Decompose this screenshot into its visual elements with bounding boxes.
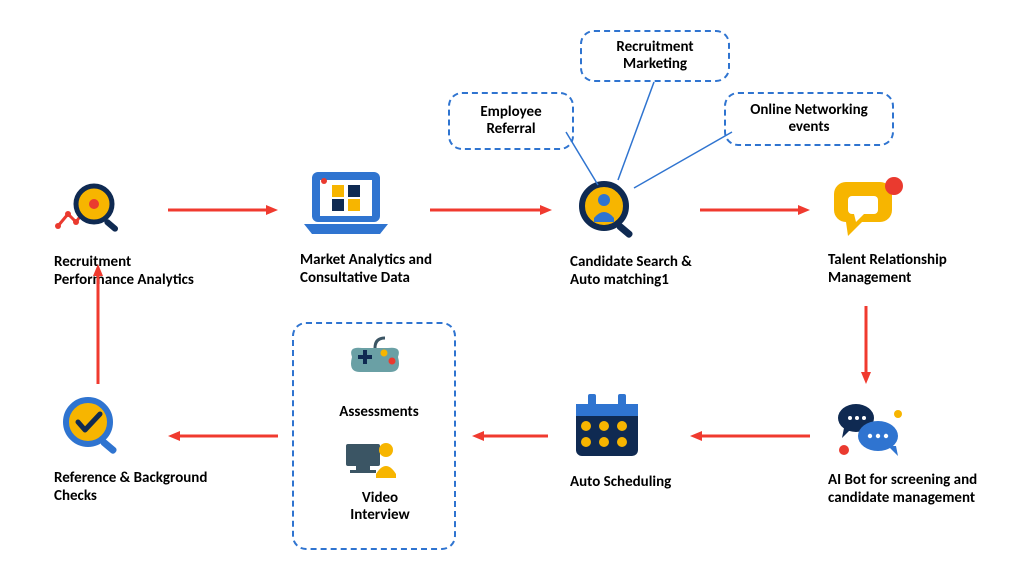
node-n8: Reference & Background Checks bbox=[54, 394, 207, 505]
callout-connector-2 bbox=[632, 130, 734, 190]
label-n1: Recruitment Performance Analytics bbox=[54, 253, 194, 289]
callout-c1: Employee Referral bbox=[448, 92, 574, 150]
node-n4: Talent Relationship Management bbox=[828, 174, 947, 287]
flow-arrow-1 bbox=[418, 198, 564, 222]
flow-arrow-2 bbox=[688, 198, 822, 222]
icon-n8 bbox=[54, 394, 126, 458]
assessments-label: Assessments bbox=[324, 404, 434, 421]
flow-arrow-4 bbox=[678, 424, 822, 448]
label-n5: AI Bot for screening and candidate manag… bbox=[828, 471, 977, 507]
node-n2: Market Analytics and Consultative Data bbox=[300, 168, 432, 287]
flow-arrow-7 bbox=[86, 252, 110, 396]
node-n3: Candidate Search & Auto matching1 bbox=[570, 178, 692, 289]
label-n2: Market Analytics and Consultative Data bbox=[300, 251, 432, 287]
gamepad-icon bbox=[342, 336, 408, 378]
label-n3: Candidate Search & Auto matching1 bbox=[570, 253, 692, 289]
callout-connector-0 bbox=[564, 130, 600, 187]
label-n8: Reference & Background Checks bbox=[54, 469, 207, 505]
icon-n6 bbox=[570, 390, 644, 462]
icon-n4 bbox=[828, 174, 906, 240]
icon-n1 bbox=[54, 178, 126, 242]
label-n4: Talent Relationship Management bbox=[828, 251, 947, 287]
video-interview-label: Video Interview bbox=[335, 490, 425, 525]
video-interview-icon bbox=[342, 436, 402, 482]
flow-arrow-3 bbox=[854, 294, 878, 396]
flow-arrow-5 bbox=[460, 424, 560, 448]
icon-n5 bbox=[828, 398, 908, 460]
callout-c2: Recruitment Marketing bbox=[580, 30, 730, 82]
label-n6: Auto Scheduling bbox=[570, 473, 671, 491]
icon-n2 bbox=[300, 168, 392, 240]
callout-c3: Online Networking events bbox=[724, 92, 894, 146]
node-n6: Auto Scheduling bbox=[570, 390, 671, 491]
flow-arrow-6 bbox=[156, 424, 290, 448]
flow-arrow-0 bbox=[156, 198, 290, 222]
node-n1: Recruitment Performance Analytics bbox=[54, 178, 194, 289]
node-n5: AI Bot for screening and candidate manag… bbox=[828, 398, 977, 507]
